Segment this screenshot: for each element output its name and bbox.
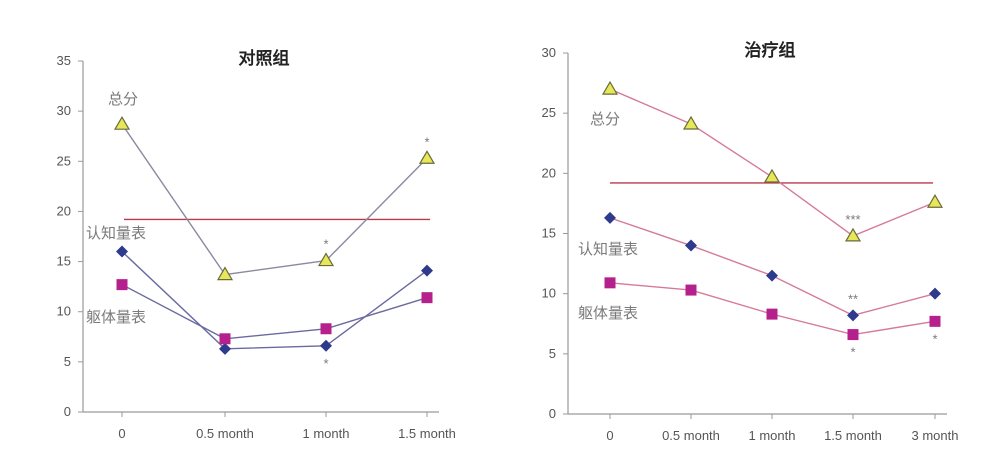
point-somatic-scale: [116, 279, 128, 291]
series-label-2: 躯体量表: [86, 308, 146, 326]
significance-marker: *: [424, 134, 429, 149]
point-cognitive-scale: [219, 342, 231, 355]
point-cognitive-scale: [320, 339, 332, 352]
point-cognitive-scale: [604, 211, 616, 224]
point-total-score: [317, 252, 335, 267]
x-tick-label: 3 month: [912, 428, 959, 443]
chart-control-group: 0 5 10 15 20 25 30 35 0 0.5 month 1 month 1.5 month…: [57, 48, 456, 441]
point-somatic-scale: [847, 329, 859, 341]
point-cognitive-scale: [929, 287, 941, 300]
chart-title: 治疗组: [745, 40, 796, 61]
point-somatic-scale: [766, 308, 778, 320]
series-line-2: [121, 284, 428, 340]
significance-marker: *: [323, 237, 328, 252]
point-cognitive-scale: [685, 239, 697, 252]
series-line-1: [121, 251, 428, 350]
y-tick-label: 30: [57, 103, 71, 118]
x-tick-label: 0.5 month: [196, 426, 254, 441]
point-total-score: [216, 266, 234, 281]
point-cognitive-scale: [847, 309, 859, 322]
y-tick-label: 10: [57, 304, 71, 319]
series-line-0: [609, 88, 936, 237]
y-tick-label: 20: [542, 165, 556, 180]
x-tick-label: 1 month: [303, 426, 350, 441]
y-tick-label: 25: [542, 105, 556, 120]
point-somatic-scale: [685, 284, 697, 296]
y-tick-label: 25: [57, 153, 71, 168]
x-tick-label: 1.5 month: [398, 426, 456, 441]
y-tick-label: 15: [57, 254, 71, 269]
series-label-1: 认知量表: [578, 240, 638, 258]
significance-marker: *: [323, 356, 328, 371]
point-total-score: [418, 150, 436, 164]
point-total-score: [926, 194, 944, 208]
series-label-0: 总分: [108, 90, 138, 108]
point-cognitive-scale: [421, 264, 433, 277]
y-tick-label: 20: [57, 203, 71, 218]
point-cognitive-scale: [116, 245, 128, 258]
x-tick-label: 0: [606, 428, 613, 443]
point-somatic-scale: [604, 277, 616, 289]
y-tick-label: 15: [542, 226, 556, 241]
point-somatic-scale: [929, 315, 941, 327]
point-total-score: [113, 115, 131, 130]
significance-marker: *: [932, 331, 937, 346]
point-total-score: [601, 80, 619, 95]
x-tick-label: 0: [118, 426, 125, 441]
series-label-2: 躯体量表: [578, 304, 638, 322]
series-line-1: [609, 217, 936, 317]
point-total-score: [682, 115, 700, 130]
chart-control-svg: 0 5 10 15 20 25 30 35 0 0.5 month 1 month 1.5 month…: [57, 48, 456, 441]
point-somatic-scale: [421, 292, 433, 304]
point-total-score: [763, 168, 781, 183]
y-tick-label: 35: [57, 53, 71, 68]
chart-title: 对照组: [239, 48, 290, 69]
series-label-1: 认知量表: [86, 224, 146, 242]
significance-marker: ***: [845, 212, 860, 227]
x-tick-label: 1.5 month: [824, 428, 882, 443]
series-line-0: [121, 123, 428, 276]
point-somatic-scale: [219, 333, 231, 345]
x-tick-label: 0.5 month: [662, 428, 720, 443]
y-tick-label: 5: [64, 354, 71, 369]
significance-marker: *: [850, 345, 855, 360]
significance-marker: **: [848, 291, 858, 306]
y-tick-label: 0: [549, 406, 556, 421]
point-total-score: [844, 227, 862, 242]
point-cognitive-scale: [766, 269, 778, 282]
chart-treatment-group: 0 5 10 15 20 25 30 0 0.5 month 1 month 1.5 month 3 …: [500, 0, 1000, 452]
y-tick-label: 0: [64, 404, 71, 419]
y-tick-label: 30: [542, 45, 556, 60]
y-tick-label: 10: [542, 286, 556, 301]
series-label-0: 总分: [590, 110, 620, 128]
point-somatic-scale: [320, 323, 332, 335]
chart-treatment-svg: 0 5 10 15 20 25 30 0 0.5 month 1 month 1.5 month 3 …: [542, 40, 959, 443]
x-tick-label: 1 month: [749, 428, 796, 443]
y-tick-label: 5: [549, 346, 556, 361]
